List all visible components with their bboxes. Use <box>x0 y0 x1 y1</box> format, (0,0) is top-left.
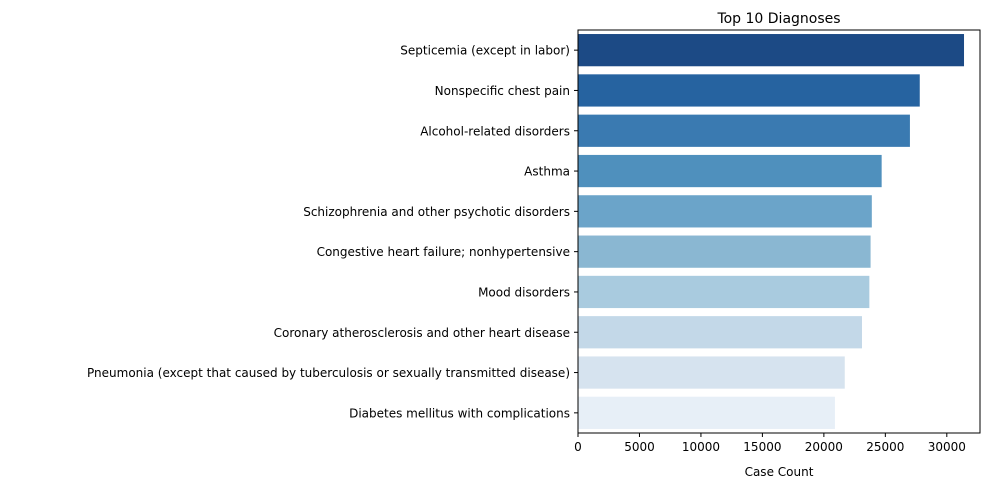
category-label: Nonspecific chest pain <box>435 84 570 98</box>
bar-6 <box>578 235 871 268</box>
bar-7 <box>578 275 870 309</box>
x-tick-label: 5000 <box>624 440 655 454</box>
x-axis-ticks: 0 5000 10000 15000 20000 25000 30000 <box>574 433 966 454</box>
category-label: Schizophrenia and other psychotic disord… <box>303 205 570 219</box>
x-axis-label: Case Count <box>745 465 814 479</box>
chart-title: Top 10 Diagnoses <box>716 11 840 27</box>
bar-8 <box>578 316 862 349</box>
bar-9 <box>578 356 845 389</box>
x-tick-label: 15000 <box>743 440 781 454</box>
category-label: Diabetes mellitus with complications <box>349 406 570 420</box>
x-tick-label: 25000 <box>866 440 904 454</box>
x-tick-label: 0 <box>574 440 582 454</box>
category-label: Coronary atherosclerosis and other heart… <box>274 326 570 340</box>
x-tick-label: 10000 <box>682 440 720 454</box>
plot-frame <box>577 29 981 434</box>
category-label: Septicemia (except in labor) <box>400 44 570 58</box>
bar-10 <box>578 396 835 429</box>
bar-5 <box>578 195 872 228</box>
category-label: Alcohol-related disorders <box>420 124 570 138</box>
bars-layer <box>578 34 965 429</box>
category-labels: Septicemia (except in labor) Nonspecific … <box>87 44 578 420</box>
bar-1 <box>578 34 965 67</box>
bar-2 <box>578 74 920 107</box>
bar-3 <box>578 114 910 147</box>
category-label: Congestive heart failure; nonhypertensiv… <box>317 245 570 259</box>
category-label: Asthma <box>524 165 570 179</box>
bar-4 <box>578 154 882 188</box>
category-label: Mood disorders <box>478 285 570 299</box>
x-tick-label: 20000 <box>805 440 843 454</box>
x-tick-label: 30000 <box>928 440 966 454</box>
category-label: Pneumonia (except that caused by tubercu… <box>87 366 570 380</box>
